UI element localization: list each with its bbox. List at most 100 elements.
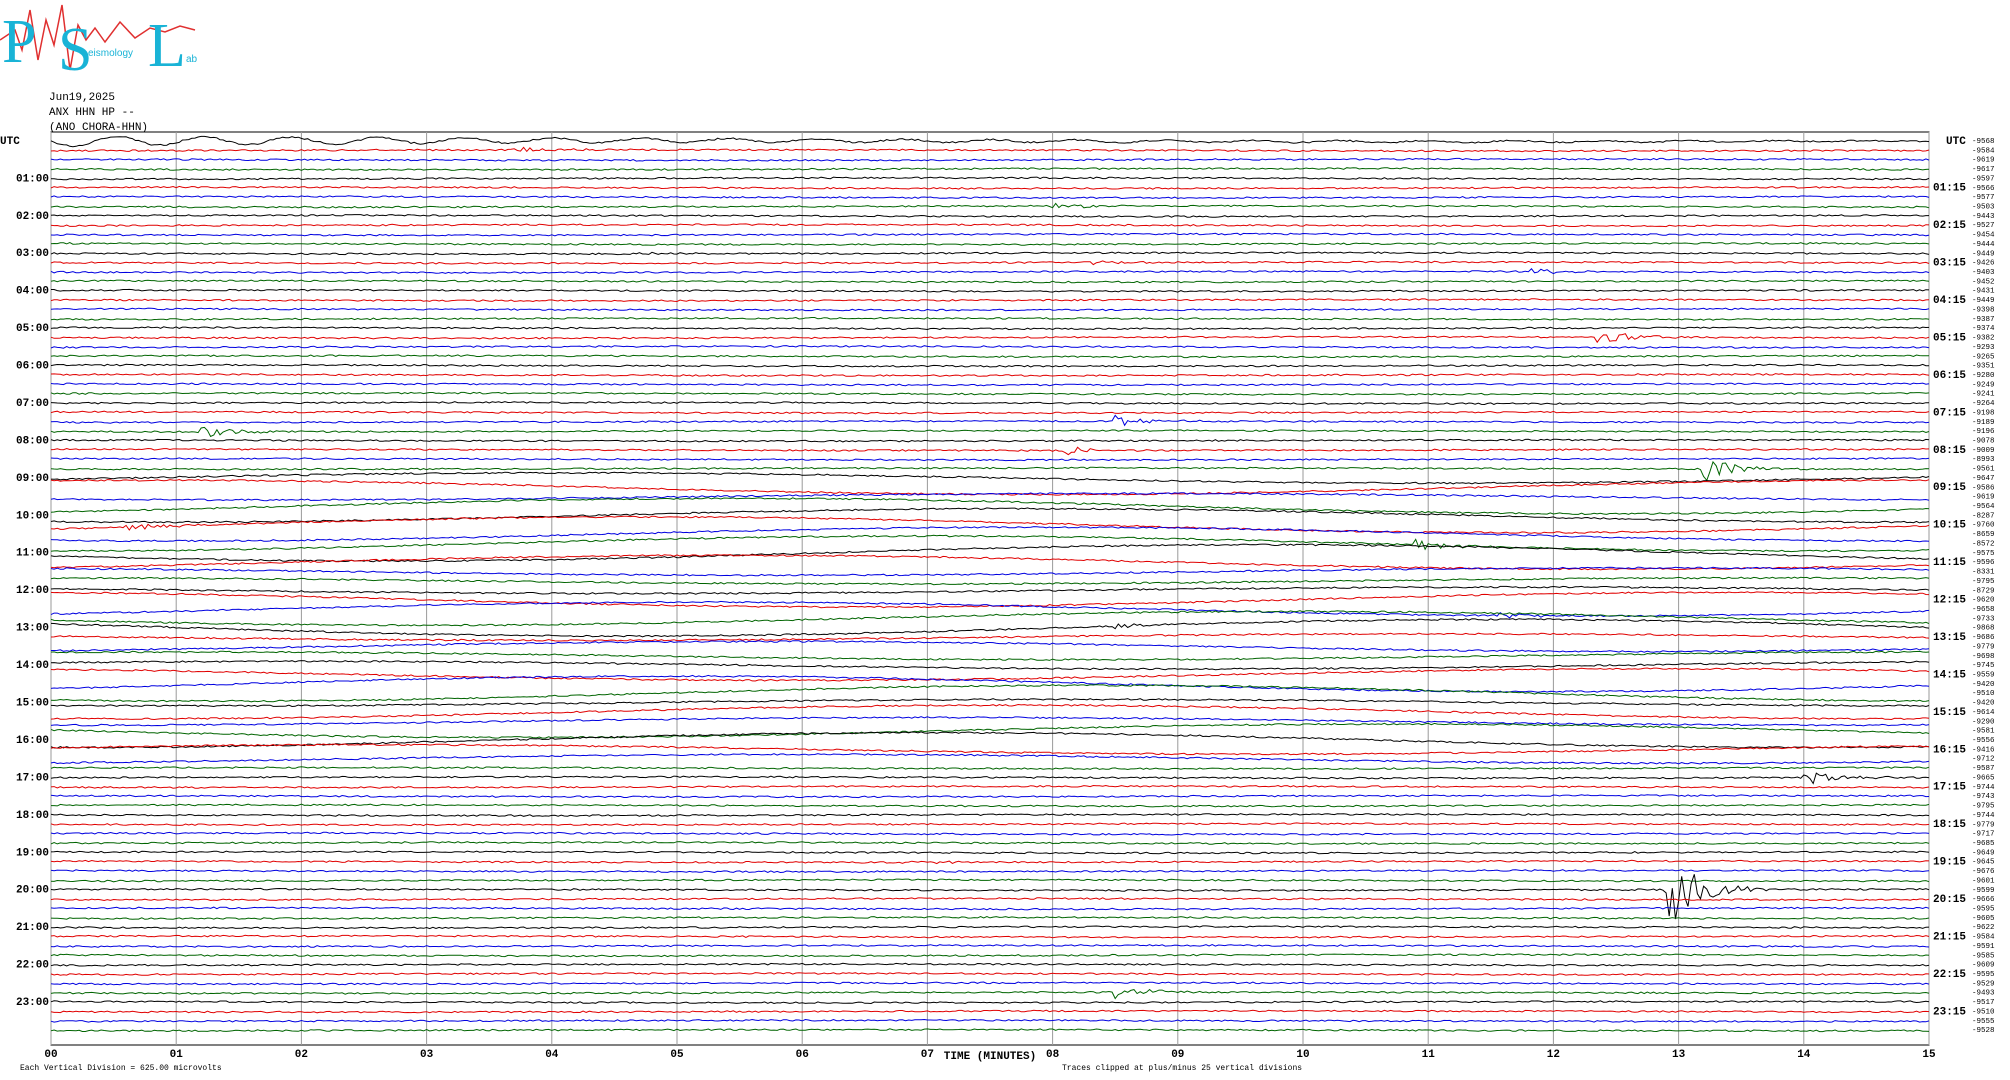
trace-offset: -9444 xyxy=(1972,241,1995,249)
trace xyxy=(50,176,1930,181)
trace-offset: -9452 xyxy=(1972,278,1995,286)
trace xyxy=(50,925,1930,930)
trace-offset: -9387 xyxy=(1972,316,1995,324)
trace xyxy=(50,492,1930,502)
trace-offset: -9698 xyxy=(1972,653,1995,661)
hour-label: 23:00 xyxy=(16,997,49,1009)
x-tick-label: 09 xyxy=(1171,1049,1184,1061)
trace-offset: -9609 xyxy=(1972,962,1995,970)
trace-offset: -9078 xyxy=(1972,438,1995,446)
trace-offset: -8729 xyxy=(1972,587,1995,595)
trace-offset: -9555 xyxy=(1972,1018,1995,1026)
hour-label: 13:00 xyxy=(16,623,49,635)
trace xyxy=(50,382,1930,387)
trace xyxy=(50,543,1930,563)
trace-offset: -9733 xyxy=(1972,615,1995,623)
x-tick-label: 06 xyxy=(796,1049,809,1061)
trace-offset: -9599 xyxy=(1972,887,1995,895)
trace xyxy=(50,667,1930,682)
logo-word: eismology xyxy=(88,48,133,59)
x-tick-label: 12 xyxy=(1547,1049,1560,1061)
left-title: UTC xyxy=(0,136,20,148)
trace-offset: -9575 xyxy=(1972,550,1995,558)
trace xyxy=(50,534,1930,553)
trace-offset: -9712 xyxy=(1972,756,1995,764)
trace-offset: -9591 xyxy=(1972,943,1995,951)
hour-label: 17:15 xyxy=(1933,782,1966,794)
hour-label: 09:15 xyxy=(1933,482,1966,494)
x-tick-label: 04 xyxy=(545,1049,559,1061)
trace xyxy=(50,373,1930,377)
trace-offset: -9493 xyxy=(1972,990,1995,998)
trace xyxy=(50,260,1930,266)
trace-offset: -9743 xyxy=(1972,793,1995,801)
hour-label: 16:00 xyxy=(16,735,49,747)
trace xyxy=(50,1018,1930,1023)
hour-label: 07:00 xyxy=(16,398,49,410)
trace-offset: -9584 xyxy=(1972,147,1995,155)
trace xyxy=(50,326,1930,331)
trace xyxy=(50,446,1930,456)
x-tick-label: 07 xyxy=(921,1049,934,1061)
trace xyxy=(50,279,1930,284)
trace-offset: -9556 xyxy=(1972,737,1995,745)
trace-offset: -9454 xyxy=(1972,232,1995,240)
trace xyxy=(50,344,1930,349)
trace xyxy=(50,743,1929,756)
trace xyxy=(50,585,1930,595)
hour-label: 19:15 xyxy=(1933,857,1966,869)
trace-offset: -9241 xyxy=(1972,391,1995,399)
x-tick-label: 02 xyxy=(295,1049,308,1061)
x-tick-label: 14 xyxy=(1797,1049,1811,1061)
hour-label: 15:15 xyxy=(1933,707,1966,719)
trace-offset: -9619 xyxy=(1972,157,1995,165)
trace xyxy=(50,576,1930,586)
trace-offset: -9647 xyxy=(1972,475,1995,483)
hour-label: 16:15 xyxy=(1933,744,1966,756)
hour-label: 10:00 xyxy=(16,510,49,522)
hour-label: 22:00 xyxy=(16,960,49,972)
trace-offset: -9420 xyxy=(1972,681,1995,689)
trace-offset: -9676 xyxy=(1972,868,1995,876)
x-tick-label: 00 xyxy=(44,1049,57,1061)
x-tick-label: 05 xyxy=(670,1049,684,1061)
hour-label: 04:00 xyxy=(16,286,49,298)
trace xyxy=(50,478,1930,496)
trace-offset: -9595 xyxy=(1972,906,1995,914)
trace-offset: -9517 xyxy=(1972,999,1995,1007)
trace-offset: -9528 xyxy=(1972,1027,1995,1035)
x-tick-label: 03 xyxy=(420,1049,434,1061)
trace xyxy=(50,457,1930,462)
trace-offset: -9619 xyxy=(1972,494,1995,502)
trace xyxy=(50,981,1930,986)
trace xyxy=(50,401,1929,406)
trace-offset: -9795 xyxy=(1972,578,1995,586)
trace-offset: -9760 xyxy=(1972,522,1995,530)
trace xyxy=(50,850,1930,855)
logo-wave xyxy=(0,4,196,71)
trace xyxy=(50,944,1930,948)
trace-offset: -9420 xyxy=(1972,700,1995,708)
trace-offset: -9449 xyxy=(1972,250,1995,258)
trace xyxy=(50,232,1930,237)
trace-offset: -9382 xyxy=(1972,335,1995,343)
right-title: UTC xyxy=(1946,136,1966,148)
hour-label: 01:15 xyxy=(1933,183,1966,195)
trace xyxy=(50,660,1930,671)
x-tick-label: 11 xyxy=(1422,1049,1436,1061)
trace xyxy=(50,391,1930,396)
trace xyxy=(50,784,1930,789)
hour-label: 03:00 xyxy=(16,248,49,260)
hour-label: 19:00 xyxy=(16,847,49,859)
hour-label: 21:15 xyxy=(1933,932,1966,944)
trace-offset: -8572 xyxy=(1972,540,1995,548)
trace-offset: -8287 xyxy=(1972,512,1995,520)
trace-offset: -9503 xyxy=(1972,204,1995,212)
date: Jun19,2025 xyxy=(49,92,115,104)
trace xyxy=(50,650,1930,661)
logo-word: ab xyxy=(186,54,198,65)
trace xyxy=(50,251,1930,256)
trace xyxy=(50,566,1930,577)
trace-offset: -9779 xyxy=(1972,643,1995,651)
